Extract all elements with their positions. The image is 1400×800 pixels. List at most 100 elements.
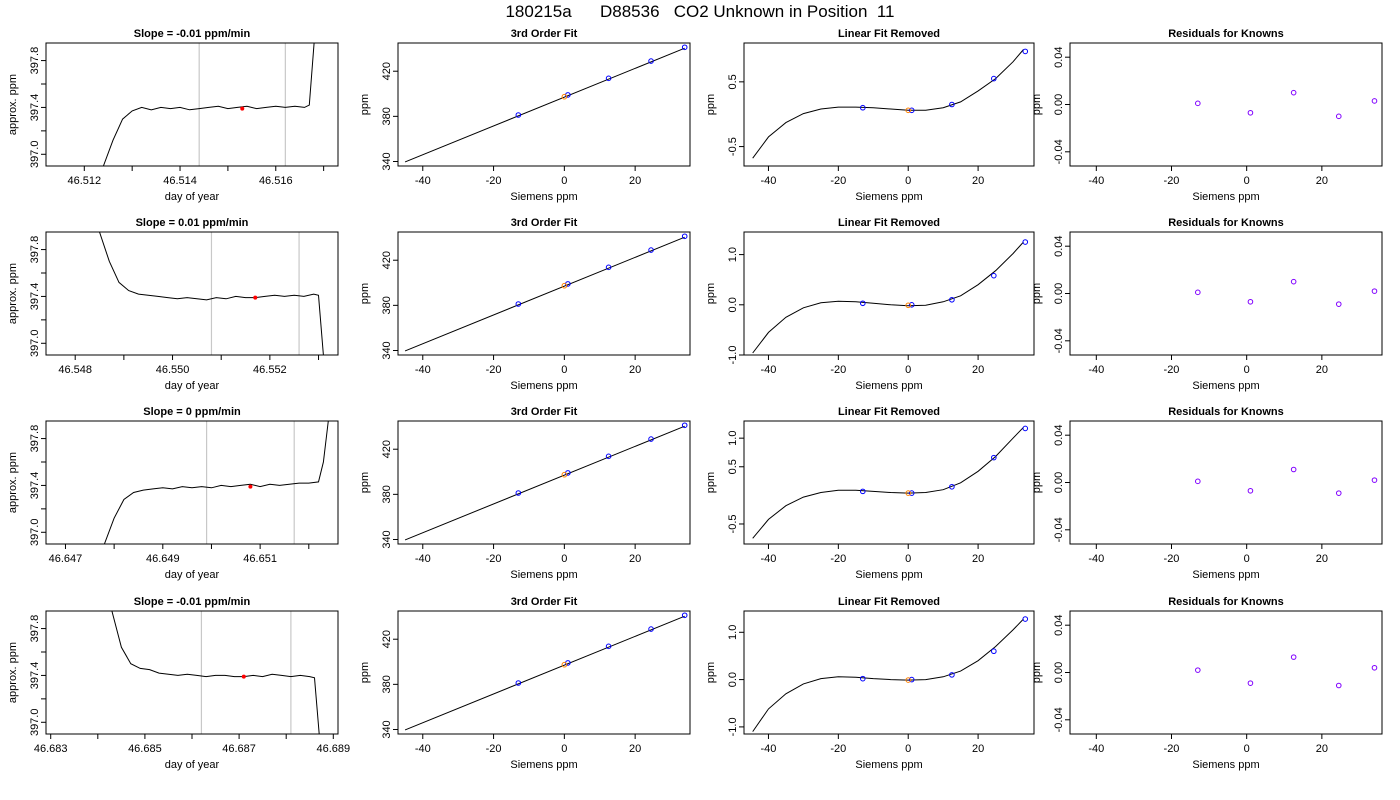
x-tick-label: -40	[1088, 743, 1104, 755]
x-tick-label: -40	[415, 175, 431, 187]
plot-frame	[45, 231, 339, 356]
y-tick-label: 420	[381, 251, 393, 269]
unknown-point	[905, 107, 912, 114]
unknown-point	[561, 282, 568, 289]
x-tick-label: -40	[1088, 175, 1104, 187]
plot-area	[1195, 654, 1378, 689]
x-tick-label: -40	[761, 743, 777, 755]
x-tick-label: 20	[972, 175, 984, 187]
y-axis-label: ppm	[359, 94, 371, 115]
y-axis-label: ppm	[705, 283, 717, 304]
x-tick-label: 0	[905, 743, 911, 755]
y-tick-label: -1.0	[727, 717, 739, 736]
x-tick-label: -40	[415, 553, 431, 565]
known-point	[949, 672, 955, 678]
x-tick-label: -20	[830, 364, 846, 376]
y-tick-label: 1.0	[727, 431, 739, 446]
x-tick-label: 20	[1316, 175, 1328, 187]
x-tick-label: 0	[561, 743, 567, 755]
known-point	[859, 488, 866, 495]
y-tick-label: 380	[381, 675, 393, 693]
chart-panel: Residuals for Knowns -40 -20 0 20 -0.04 0.00 0.…	[1031, 217, 1383, 392]
x-tick-label: -40	[415, 364, 431, 376]
known-point	[859, 300, 866, 307]
known-point	[991, 75, 997, 82]
y-tick-label: 0.04	[1053, 235, 1065, 256]
residual-point	[1195, 100, 1201, 107]
y-tick-label: 1.0	[727, 247, 739, 262]
chart-panel: Slope = -0.01 ppm/min 46.512 46.514 46.516 3…	[7, 28, 339, 203]
plot-frame	[1069, 420, 1383, 545]
x-tick-label: 0	[905, 175, 911, 187]
x-tick-label: 20	[972, 364, 984, 376]
known-point	[1022, 425, 1029, 432]
known-point	[1022, 48, 1029, 55]
residual-point	[1371, 288, 1378, 294]
x-axis-label: Siemens ppm	[855, 191, 922, 203]
y-axis-label: ppm	[359, 283, 371, 304]
known-point	[681, 233, 688, 240]
plot-area	[1195, 466, 1378, 496]
x-axis-label: Siemens ppm	[1192, 380, 1259, 392]
y-tick-label: 420	[381, 440, 393, 458]
x-tick-label: 20	[972, 743, 984, 755]
chart-title: 3rd Order Fit	[511, 596, 578, 608]
x-axis-label: Siemens ppm	[1192, 191, 1259, 203]
chart-panel: 3rd Order Fit -40 -20 0 20 340 380 420 Siemens p…	[359, 28, 691, 203]
y-axis-label: approx. ppm	[7, 642, 19, 703]
known-point	[605, 453, 612, 460]
plot-frame	[1069, 610, 1383, 735]
chart-panel: Linear Fit Removed -40 -20 0 20 -0.5 0.5 Siemen…	[705, 28, 1035, 203]
x-tick-label: -20	[486, 175, 502, 187]
x-axis-label: Siemens ppm	[510, 191, 577, 203]
x-tick-label: -40	[761, 175, 777, 187]
x-axis-label: Siemens ppm	[1192, 759, 1259, 771]
known-point	[949, 296, 955, 303]
x-tick-label: -20	[830, 743, 846, 755]
y-tick-label: 380	[381, 296, 393, 314]
x-tick-label: 0	[905, 553, 911, 565]
chart-panel: Linear Fit Removed -40 -20 0 20 -1.0 0.0 1.0 Sie…	[705, 217, 1035, 392]
plot-frame	[45, 42, 339, 167]
x-tick-label: 0	[561, 364, 567, 376]
y-axis-label: ppm	[359, 662, 371, 683]
plot-area	[752, 48, 1029, 159]
known-point	[859, 104, 866, 111]
x-tick-label: -40	[415, 743, 431, 755]
fit-line	[404, 47, 685, 163]
residual-point	[1371, 664, 1378, 671]
known-point	[648, 247, 654, 253]
x-tick-label: 46.689	[316, 743, 350, 755]
y-axis-label: approx. ppm	[7, 452, 19, 513]
x-tick-label: -40	[761, 553, 777, 565]
chart-panel: Linear Fit Removed -40 -20 0 20 -0.5 0.5 1.0 Sie…	[705, 406, 1035, 581]
y-tick-label: 0.04	[1053, 614, 1065, 635]
residual-point	[1247, 680, 1254, 686]
residual-point	[1335, 301, 1342, 307]
x-tick-label: 0	[561, 175, 567, 187]
x-tick-label: -20	[486, 743, 502, 755]
x-tick-label: 20	[1316, 743, 1328, 755]
plot-frame	[45, 420, 339, 545]
unknown-point	[561, 93, 568, 100]
x-axis-label: Siemens ppm	[855, 569, 922, 581]
chart-panel: Residuals for Knowns -40 -20 0 20 -0.04 0.00 0.…	[1031, 28, 1383, 203]
residual-point	[1290, 89, 1297, 96]
unknown-average-point	[248, 484, 253, 489]
y-axis-label: ppm	[705, 472, 717, 493]
plot-area	[404, 612, 688, 731]
chart-title: Residuals for Knowns	[1168, 217, 1284, 229]
residual-point	[1247, 109, 1254, 116]
x-tick-label: 20	[629, 553, 641, 565]
y-tick-label: 397.0	[29, 519, 41, 547]
plot-frame	[743, 420, 1035, 545]
chart-panel: 3rd Order Fit -40 -20 0 20 340 380 420 Siemens p…	[359, 596, 691, 771]
x-tick-label: 20	[629, 743, 641, 755]
x-axis-label: Siemens ppm	[510, 759, 577, 771]
plot-area	[752, 239, 1029, 354]
plot-frame	[743, 42, 1035, 167]
y-axis-label: ppm	[359, 472, 371, 493]
x-tick-label: -20	[486, 553, 502, 565]
residual-curve	[752, 426, 1024, 539]
page-title: 180215a D88536 CO2 Unknown in Position 1…	[505, 2, 895, 21]
